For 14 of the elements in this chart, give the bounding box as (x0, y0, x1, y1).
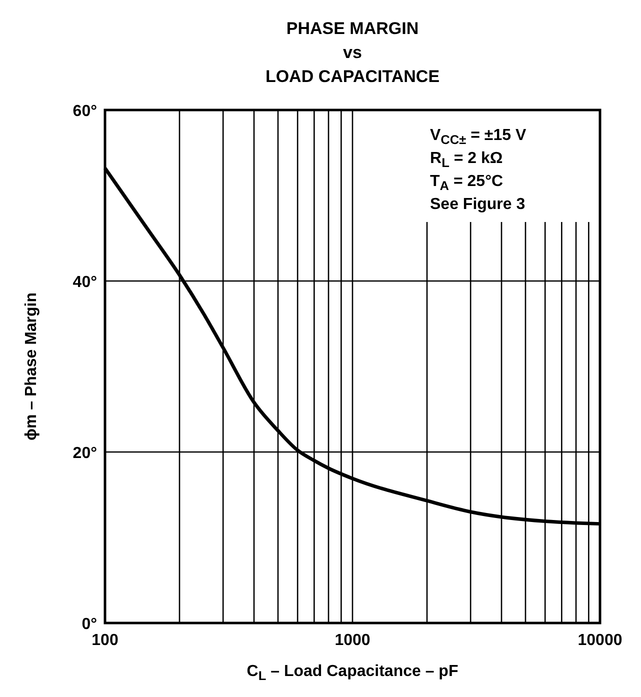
x-tick-label: 100 (92, 632, 118, 649)
x-tick-label: 10000 (578, 632, 622, 649)
y-tick-label: 60° (72, 103, 97, 120)
y-tick-label: 0° (82, 616, 97, 633)
annotation: V$_{CC±}$ = ±15 V (430, 127, 526, 147)
x-axis-title: C$_{L}$ – Load Capacitance – pF (246, 663, 458, 683)
y-tick-label: 20° (72, 445, 97, 462)
y-tick-label: 40° (72, 274, 97, 291)
annotation: R$_{L}$ = 2 kΩ (430, 150, 503, 170)
x-tick-label: 1000 (334, 632, 370, 649)
chart-title: PHASE MARGIN vs LOAD CAPACITANCE (265, 19, 440, 86)
annotation: See Figure 3 (430, 196, 526, 213)
annotation: T$_{A}$ = 25°C (430, 173, 504, 193)
y-axis-title: ϕm – Phase Margin (23, 292, 40, 441)
